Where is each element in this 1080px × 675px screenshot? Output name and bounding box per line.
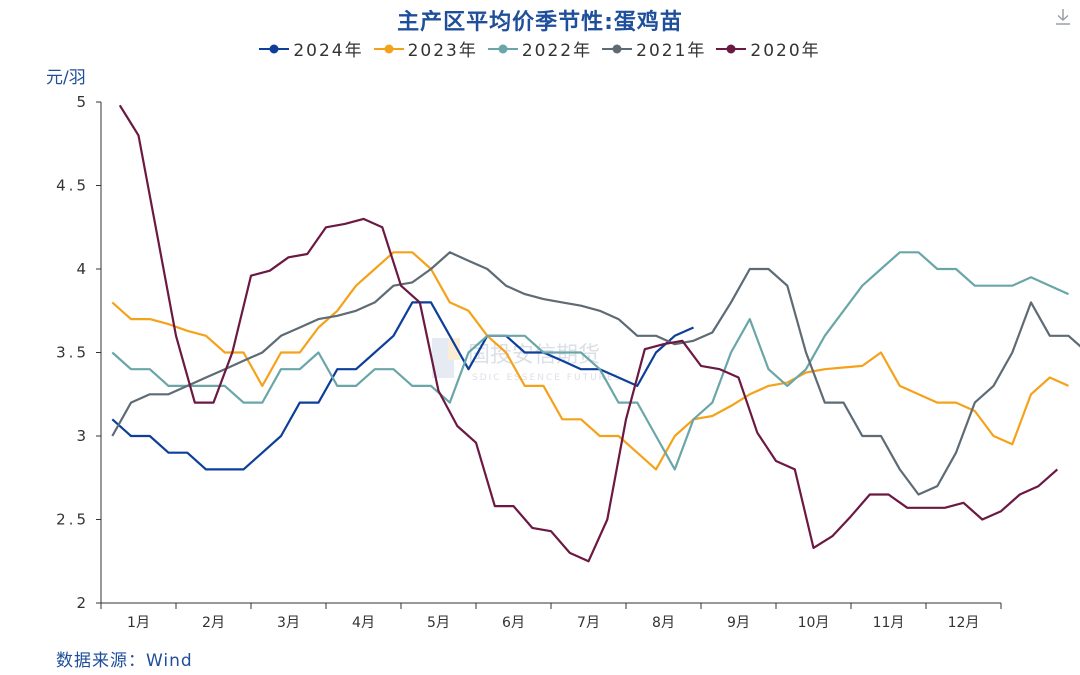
series-line [111, 251, 1069, 471]
y-tick-label: 3.5 [56, 344, 89, 362]
source-note: 数据来源：Wind [56, 651, 193, 671]
legend-marker-icon [602, 44, 633, 53]
series-2024年 [111, 301, 694, 471]
legend-marker-icon [716, 44, 747, 53]
y-axis-unit-label: 元/羽 [46, 68, 86, 88]
legend-marker-icon [259, 44, 290, 53]
series-line [111, 301, 694, 471]
series-line [118, 104, 1059, 563]
legend-item-2020[interactable]: 2020年 [716, 36, 820, 61]
series-2021年 [111, 251, 1080, 496]
series-line [111, 251, 1080, 496]
legend-item-2021[interactable]: 2021年 [602, 36, 706, 61]
series-2023年 [111, 251, 1069, 471]
y-tick-label: 4.5 [56, 177, 89, 195]
legend-marker-icon [487, 44, 518, 53]
x-tick-label: 10月 [798, 615, 830, 631]
x-tick-label: 2月 [202, 615, 225, 631]
x-tick-label: 6月 [502, 615, 525, 631]
x-tick-label: 1月 [127, 615, 150, 631]
legend-marker-icon [373, 44, 404, 53]
legend-item-2024[interactable]: 2024年 [259, 36, 363, 61]
y-tick-label: 5 [76, 93, 89, 111]
series-2020年 [118, 104, 1059, 563]
legend-label: 2022年 [521, 41, 593, 61]
x-tick-label: 5月 [427, 615, 450, 631]
legend-label: 2021年 [636, 41, 707, 61]
series-line [111, 251, 1069, 471]
watermark-en: SDIC ESSENCE FUTURES [472, 373, 622, 383]
legend-item-2022[interactable]: 2022年 [487, 36, 593, 61]
legend-label: 2023年 [407, 41, 478, 61]
legend-label: 2020年 [750, 41, 821, 61]
download-icon[interactable] [1052, 6, 1074, 28]
x-tick-label: 8月 [652, 615, 675, 631]
y-tick-label: 2 [76, 594, 89, 612]
legend-item-2023[interactable]: 2023年 [373, 36, 478, 61]
x-tick-label: 11月 [873, 615, 905, 631]
legend: 2024年 2023年 2022年 2021年 2020年 [0, 36, 1080, 61]
y-tick-label: 2.5 [56, 511, 89, 529]
chart-title: 主产区平均价季节性:蛋鸡苗 [397, 10, 683, 35]
y-tick-label: 3 [76, 427, 89, 445]
watermark-logo: 国投安信期货 SDIC ESSENCE FUTURES [432, 338, 622, 383]
legend-label: 2024年 [293, 41, 364, 61]
series-2022年 [111, 251, 1069, 471]
x-tick-label: 9月 [727, 615, 750, 631]
x-tick-label: 7月 [577, 615, 600, 631]
x-tick-label: 12月 [948, 615, 980, 631]
x-tick-label: 4月 [352, 615, 375, 631]
y-tick-label: 4 [76, 260, 89, 278]
watermark-cn: 国投安信期货 [468, 343, 600, 368]
x-tick-label: 3月 [277, 615, 300, 631]
